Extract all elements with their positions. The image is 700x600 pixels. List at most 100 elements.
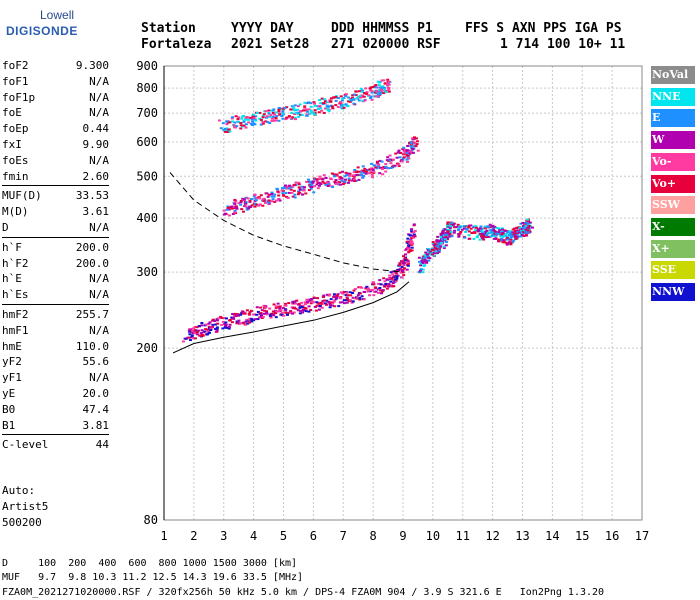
echo-point (380, 79, 384, 82)
echo-point (284, 302, 288, 305)
echo-point (358, 297, 362, 300)
param-value: N/A (89, 323, 109, 337)
echo-point (245, 196, 249, 199)
echo-point (469, 224, 473, 227)
echo-point (227, 325, 231, 328)
echo-point (352, 289, 356, 292)
echo-point (365, 91, 369, 94)
echo-point (522, 229, 526, 232)
echo-point (355, 173, 359, 176)
echo-point (400, 160, 404, 163)
echo-point (435, 247, 439, 250)
echo-point (450, 221, 454, 224)
echo-point (383, 280, 387, 283)
echo-point (366, 287, 370, 290)
echo-point (422, 255, 426, 258)
echo-point (377, 163, 381, 166)
echo-point (389, 280, 393, 283)
echo-point (526, 229, 530, 232)
echo-point (342, 96, 346, 99)
echo-point (338, 183, 342, 186)
echo-point (403, 259, 407, 262)
x-tick-label: 7 (340, 529, 347, 543)
echo-point (435, 239, 439, 242)
echo-point (298, 304, 302, 307)
echo-point (348, 299, 352, 302)
echo-point (405, 268, 409, 271)
echo-point (407, 157, 411, 160)
echo-point (405, 258, 409, 261)
echo-point (388, 274, 392, 277)
echo-point (301, 109, 305, 112)
echo-point (334, 182, 338, 185)
echo-point (378, 287, 382, 290)
ionogram-chart: 1 2 3 4 5 6 7 8 9 10 11 12 13 14 15 16 17802003004005006… (136, 59, 649, 543)
echo-point (195, 333, 199, 336)
echo-point (259, 313, 263, 316)
echo-point (500, 237, 504, 240)
echo-point (408, 152, 412, 155)
echo-point (335, 294, 339, 297)
echo-point (302, 189, 306, 192)
echo-point (433, 247, 437, 250)
echo-point (246, 319, 250, 322)
echo-point (489, 229, 493, 232)
echo-point (244, 201, 248, 204)
echo-point (513, 233, 517, 236)
echo-point (309, 187, 313, 190)
echo-point (338, 301, 342, 304)
echo-point (509, 233, 513, 236)
echo-point (346, 294, 350, 297)
echo-point (512, 227, 516, 230)
auto-artist: Artist5 (2, 500, 49, 513)
echo-point (405, 261, 409, 264)
echo-point (267, 109, 271, 112)
echo-point (300, 113, 304, 116)
echo-point (231, 116, 235, 119)
echo-point (378, 92, 382, 95)
echo-point (441, 232, 445, 235)
echo-point (222, 128, 226, 131)
echo-point (224, 129, 228, 132)
echo-point (226, 131, 230, 134)
param-value: 255.7 (75, 308, 109, 321)
echo-point (315, 180, 319, 183)
echo-point (254, 115, 258, 118)
echo-point (294, 302, 298, 305)
echo-point (274, 119, 278, 122)
echo-point (327, 182, 331, 185)
echo-point (445, 229, 449, 232)
echo-point (322, 174, 326, 177)
echo-point (371, 85, 375, 88)
param-key: fmin (2, 169, 29, 183)
echo-point (445, 232, 449, 235)
param-row: D N/A (2, 220, 109, 236)
echo-point (334, 104, 338, 107)
echo-point (442, 246, 446, 249)
echo-point (262, 312, 266, 315)
echo-point (378, 91, 382, 94)
echo-point (233, 211, 237, 214)
echo-point (325, 299, 329, 302)
echo-point (298, 188, 302, 191)
echo-point (387, 83, 391, 86)
echo-point (443, 238, 447, 241)
echo-point (333, 305, 337, 308)
echo-point (372, 171, 376, 174)
echo-point (342, 299, 346, 302)
legend-item-w: W (651, 131, 695, 150)
param-row: foEp 0.44 (2, 121, 109, 137)
param-value: 3.81 (82, 418, 110, 432)
x-tick-label: 12 (485, 529, 499, 543)
echo-point (215, 330, 219, 333)
echo-point (499, 235, 503, 238)
echo-point (333, 298, 337, 301)
legend-item-vo-: Vo+ (651, 174, 695, 193)
echo-point (305, 180, 309, 183)
echo-point (273, 113, 277, 116)
echo-point (270, 200, 274, 203)
echo-point (393, 164, 397, 167)
echo-point (524, 228, 528, 231)
echo-point (384, 165, 388, 168)
echo-point (500, 239, 504, 242)
